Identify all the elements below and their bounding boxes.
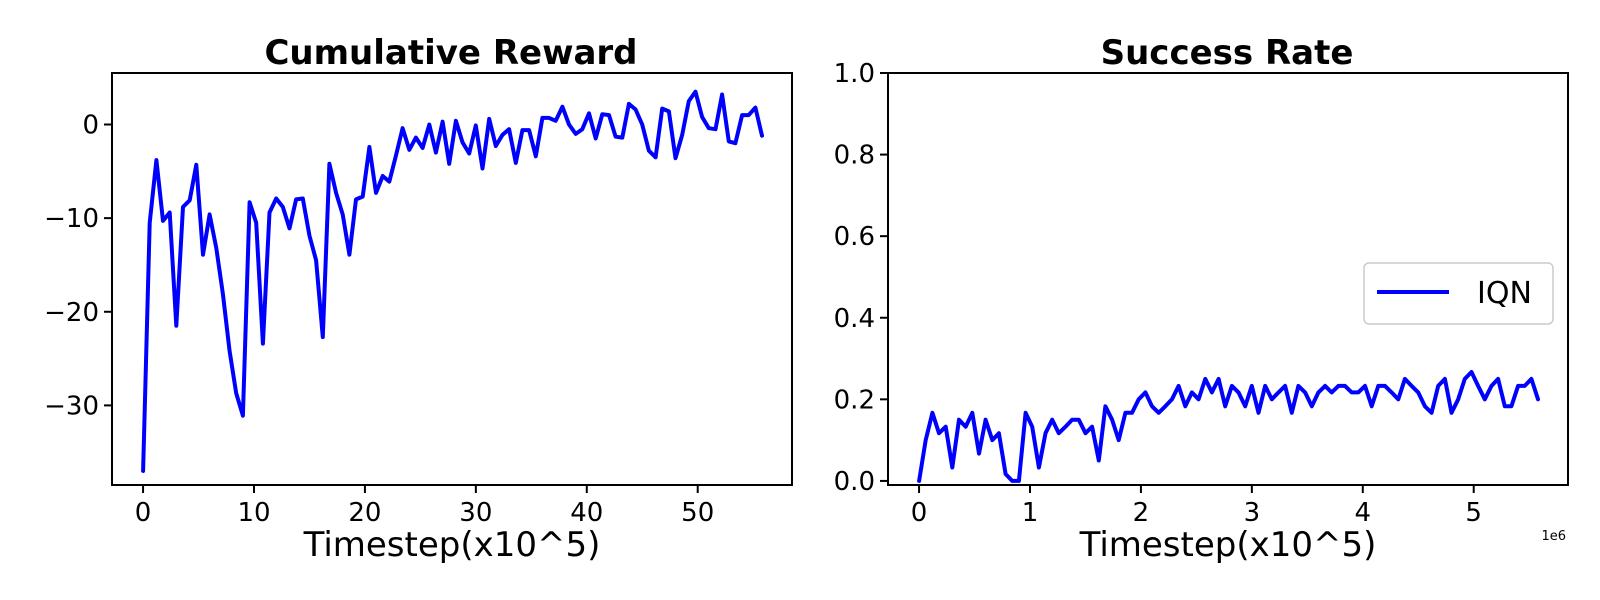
x-tick-label: 50 (681, 498, 714, 528)
x-axis-offset-label: 1e6 (1541, 529, 1566, 544)
x-tick-label: 10 (237, 498, 270, 528)
x-tick-label: 1 (1022, 498, 1039, 528)
x-tick-label: 4 (1355, 498, 1372, 528)
plot-frame (111, 72, 793, 486)
x-axis-label: Timestep(x10^5) (303, 525, 601, 565)
y-tick-label: 0.2 (834, 385, 875, 415)
x-tick-label: 30 (459, 498, 492, 528)
y-tick-label: 1.0 (834, 59, 875, 89)
y-tick-label: −30 (44, 391, 99, 421)
legend-label: IQN (1477, 276, 1532, 311)
y-tick-label: 0.8 (834, 141, 875, 171)
chart-success-rate: Success Rate 0 1 2 3 4 5 0.0 0.2 0.4 0.6 0.8 1.0 Ti… (834, 33, 1569, 565)
x-tick-label: 40 (570, 498, 603, 528)
chart-cumulative-reward: Cumulative Reward 0 10 20 30 40 500−10−20−30 … (44, 33, 793, 565)
y-tick-label: 0 (82, 111, 99, 141)
x-axis-label: Timestep(x10^5) (1079, 525, 1377, 565)
series-line (917, 370, 1540, 483)
series-line (141, 89, 764, 473)
x-tick-label: 20 (348, 498, 381, 528)
chart-title: Success Rate (1101, 33, 1354, 73)
x-tick-label: 2 (1133, 498, 1150, 528)
axis-ticks: 0 10 20 30 40 50 0 −10 −20 −30 (44, 111, 714, 529)
x-tick-label: 0 (135, 498, 152, 528)
y-tick-label: −20 (44, 298, 99, 328)
y-tick-label: 0.6 (834, 222, 875, 252)
x-tick-label: 0 (911, 498, 928, 528)
x-tick-label: 3 (1244, 498, 1261, 528)
chart-title: Cumulative Reward (264, 33, 637, 73)
y-tick-label: 0.4 (834, 304, 875, 334)
x-tick-label: 5 (1465, 498, 1482, 528)
legend: IQN (1363, 262, 1554, 325)
y-tick-label: −10 (44, 204, 99, 234)
plot-frame (887, 72, 1569, 486)
legend-box (1363, 262, 1554, 325)
axis-ticks: 0 1 2 3 4 5 0.0 0.2 0.4 0.6 0.8 1.0 (834, 59, 1482, 528)
y-tick-label: 0.0 (834, 467, 875, 497)
